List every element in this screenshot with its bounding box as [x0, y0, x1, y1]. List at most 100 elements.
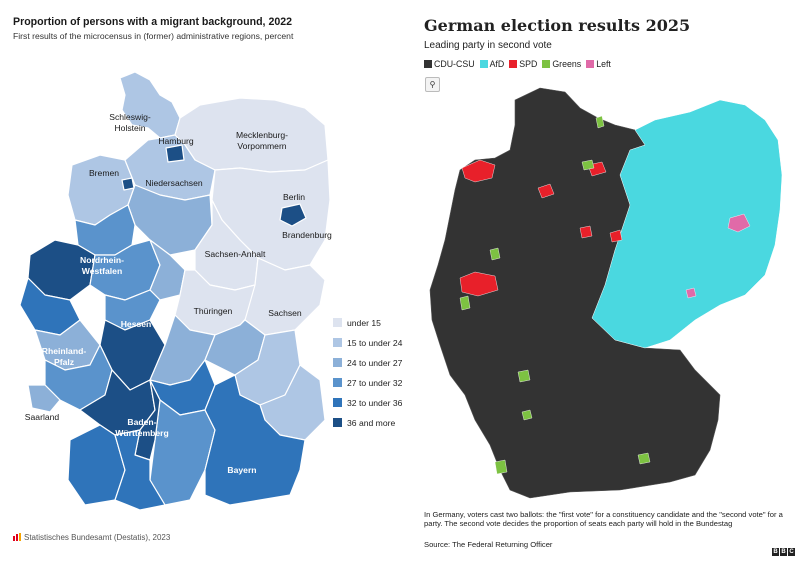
- region-spd-1: [461, 159, 496, 183]
- right-map-title: German election results 2025: [424, 16, 691, 35]
- legend-item: Left: [586, 59, 611, 69]
- region-greens-muenchen: [637, 452, 651, 465]
- region-left-leipzig: [685, 287, 697, 299]
- region-berlin: [279, 203, 307, 227]
- legend-swatch: [479, 60, 488, 68]
- label-rlp-1: Rheinland-: [42, 346, 87, 356]
- label-hamburg: Hamburg: [158, 136, 194, 146]
- region-sachsen: [244, 257, 326, 336]
- bbc-logo-letter: B: [780, 548, 787, 556]
- legend-item: AfD: [479, 59, 505, 69]
- legend-label: SPD: [519, 59, 538, 69]
- legend-item: 36 and more: [333, 418, 395, 428]
- label-berlin: Berlin: [283, 192, 305, 202]
- legend-swatch: [586, 60, 595, 68]
- label-bw-2: Württemberg: [115, 428, 168, 438]
- region-afd: [591, 99, 783, 349]
- election-results-map[interactable]: [420, 0, 800, 500]
- label-sachsen: Sachsen: [268, 308, 302, 318]
- right-map-source: Source: The Federal Returning Officer: [424, 540, 553, 549]
- region-hessen-kassel: [149, 239, 186, 301]
- region-greens-koeln: [459, 295, 471, 311]
- migrant-background-map: Schleswig-Holstein Hamburg Mecklenburg-V…: [19, 71, 332, 511]
- legend-label: 15 to under 24: [347, 338, 403, 348]
- bbc-logo-letter: B: [772, 548, 779, 556]
- label-nrw-2: Westfalen: [82, 266, 122, 276]
- destatis-logo-icon: [13, 533, 22, 541]
- legend-swatch: [333, 418, 342, 427]
- label-rlp: Rheinland-Pfalz: [42, 346, 87, 367]
- label-mecklenburg: Mecklenburg-Vorpommern: [236, 130, 288, 151]
- magnifier-icon[interactable]: ⚲: [425, 77, 440, 92]
- label-nrw-1: Nordrhein-: [80, 255, 124, 265]
- legend-label: AfD: [489, 59, 505, 69]
- region-greens-stuttgart: [521, 409, 533, 421]
- legend-swatch: [509, 60, 518, 68]
- region-greens-kiel: [595, 115, 605, 129]
- label-sh-1: Schleswig-: [109, 112, 151, 122]
- label-bayern: Bayern: [227, 465, 256, 475]
- label-saarland: Saarland: [25, 412, 60, 422]
- legend-label: under 15: [347, 318, 381, 328]
- legend-label: CDU-CSU: [434, 59, 475, 69]
- left-map-credit-text: Statistisches Bundesamt (Destatis), 2023: [24, 533, 171, 542]
- legend-item: under 15: [333, 318, 381, 328]
- legend-label: 24 to under 27: [347, 358, 403, 368]
- label-brandenburg: Brandenburg: [282, 230, 332, 240]
- region-bw-tuebingen: [114, 429, 166, 511]
- legend-item: Greens: [542, 59, 581, 69]
- legend-swatch: [333, 358, 342, 367]
- label-hessen: Hessen: [121, 319, 152, 329]
- legend-label: 32 to under 36: [347, 398, 403, 408]
- legend-swatch: [333, 338, 342, 347]
- label-nrw: Nordrhein-Westfalen: [80, 255, 124, 276]
- legend-item: 24 to under 27: [333, 358, 402, 368]
- label-bremen: Bremen: [89, 168, 119, 178]
- region-bayern-schwaben: [149, 399, 216, 506]
- election-results-panel: German election results 2025 Leading par…: [420, 0, 800, 562]
- legend-item: 27 to under 32: [333, 378, 402, 388]
- right-map-subtitle: Leading party in second vote: [424, 40, 552, 51]
- left-map-credit: Statistisches Bundesamt (Destatis), 2023: [13, 533, 170, 542]
- legend-label: 27 to under 32: [347, 378, 403, 388]
- legend-item: 15 to under 24: [333, 338, 402, 348]
- label-thueringen: Thüringen: [194, 306, 233, 316]
- right-map-note: In Germany, voters cast two ballots: the…: [424, 510, 783, 529]
- region-spd-2: [537, 183, 555, 199]
- region-bayern-oberbayern: [204, 374, 306, 506]
- label-sachsen-anhalt: Sachsen-Anhalt: [205, 249, 266, 259]
- label-schleswig-holstein: Schleswig-Holstein: [109, 112, 151, 133]
- region-greens-frankfurt: [517, 369, 531, 383]
- region-greens-muenster: [489, 247, 501, 261]
- region-greens-freiburg: [494, 459, 508, 475]
- migrant-background-panel: Proportion of persons with a migrant bac…: [13, 16, 403, 542]
- label-rlp-2: Pfalz: [54, 357, 74, 367]
- label-bw: Baden-Württemberg: [115, 417, 168, 438]
- label-sh-2: Holstein: [114, 123, 145, 133]
- label-mv-1: Mecklenburg-: [236, 130, 288, 140]
- label-bw-1: Baden-: [127, 417, 156, 427]
- region-hamburg: [165, 144, 185, 163]
- region-saarland: [27, 384, 61, 413]
- region-spd-4: [609, 229, 623, 243]
- legend-label: 36 and more: [347, 418, 396, 428]
- legend-label: Left: [596, 59, 611, 69]
- legend-swatch: [333, 378, 342, 387]
- region-bremen: [121, 177, 135, 191]
- label-mv-2: Vorpommern: [237, 141, 286, 151]
- legend-swatch: [333, 318, 342, 327]
- left-map-title: Proportion of persons with a migrant bac…: [13, 16, 293, 28]
- region-spd-3: [579, 225, 593, 239]
- region-greens-hamburg: [581, 159, 595, 171]
- label-niedersachsen: Niedersachsen: [145, 178, 203, 188]
- region-spd-6: [459, 271, 499, 297]
- legend-swatch: [333, 398, 342, 407]
- bbc-logo-letter: C: [788, 548, 795, 556]
- legend-item: CDU-CSU: [424, 59, 475, 69]
- legend-swatch: [542, 60, 551, 68]
- legend-label: Greens: [552, 59, 582, 69]
- legend-swatch: [424, 60, 432, 68]
- legend-item: 32 to under 36: [333, 398, 402, 408]
- legend-item: SPD: [509, 59, 537, 69]
